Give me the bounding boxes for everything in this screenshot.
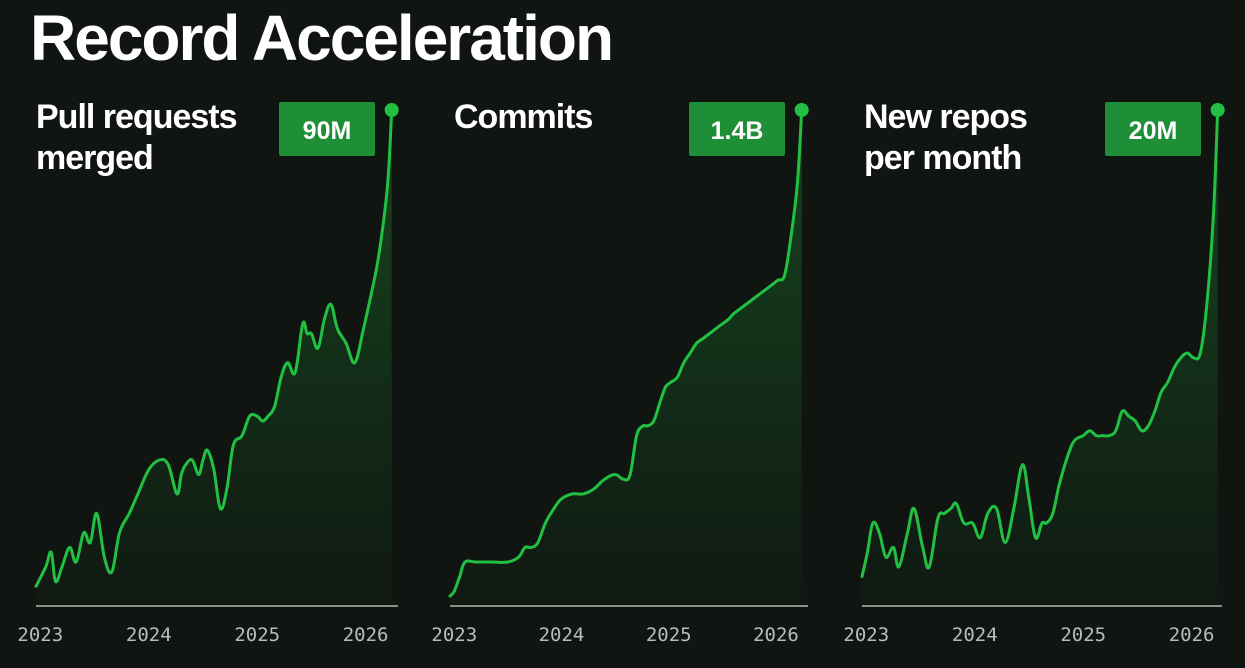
x-tick-label: 2026 [1169,624,1215,646]
value-badge [1105,102,1201,156]
value-badge [279,102,375,156]
series-area [36,110,392,606]
value-badge-label: 20M [1129,117,1178,145]
series-line [448,108,804,598]
value-badge [689,102,785,156]
x-tick-label: 2025 [234,624,280,646]
x-tick-label: 2026 [753,624,799,646]
series-line [34,108,394,588]
x-tick-label: 2023 [843,624,889,646]
chart-title-line: merged [36,139,153,177]
chart-title-line: New repos [864,98,1027,136]
x-tick-label: 2024 [952,624,998,646]
chart-title-line: Commits [454,98,593,136]
series-end-point [384,103,399,117]
chart-title-line: Pull requests [36,98,237,136]
chart-panel-2: Commits 1.4B 2023 2024 2025 2026 [431,98,809,646]
page-title: Record Acceleration [30,2,614,74]
chart-title-line: per month [864,139,1021,177]
series-end-point [1210,103,1225,117]
value-badge-label: 1.4B [711,117,764,145]
x-tick-label: 2024 [539,624,585,646]
x-tick-label: 2023 [17,624,63,646]
x-tick-label: 2025 [1060,624,1106,646]
series-end-point [794,103,809,117]
series-area [862,110,1218,606]
series-line [860,108,1220,579]
series-area [450,110,802,606]
x-tick-label: 2025 [646,624,692,646]
x-tick-label: 2026 [343,624,389,646]
value-badge-label: 90M [303,117,352,145]
x-tick-label: 2023 [431,624,477,646]
x-tick-label: 2024 [126,624,172,646]
